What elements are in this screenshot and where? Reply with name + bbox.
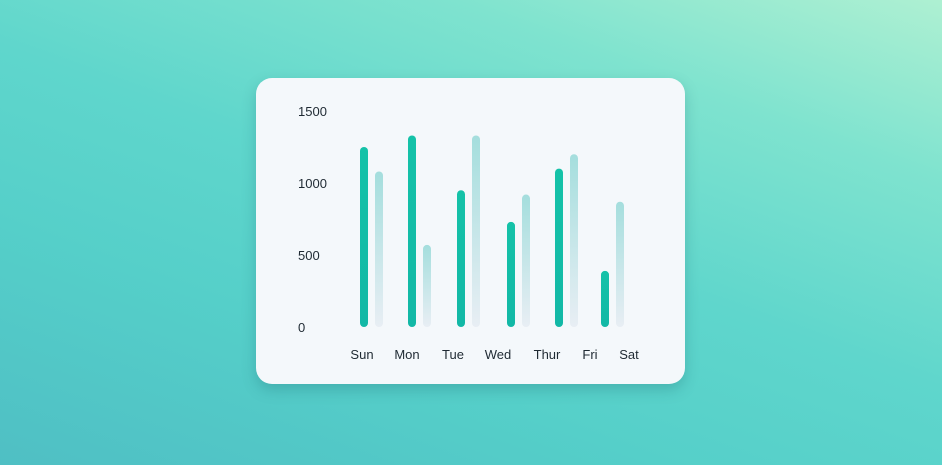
bar-chart: 0 500 1000 1500 Sun Mon Tue Wed Thur Fri Sat bbox=[298, 104, 639, 362]
bar-primary-mon bbox=[408, 135, 416, 327]
x-tick-label-sat: Sat bbox=[619, 347, 639, 362]
bar-secondary-tue bbox=[472, 135, 480, 327]
bar-primary-thur bbox=[555, 168, 563, 327]
x-tick-label-thur: Thur bbox=[534, 347, 561, 362]
y-tick-label: 1500 bbox=[298, 104, 327, 119]
x-tick-label-sun: Sun bbox=[350, 347, 373, 362]
bar-primary-tue bbox=[457, 190, 465, 327]
x-axis: Sun Mon Tue Wed Thur Fri Sat bbox=[350, 347, 639, 362]
x-tick-label-wed: Wed bbox=[485, 347, 512, 362]
bar-secondary-sun bbox=[375, 171, 383, 327]
x-tick-label-mon: Mon bbox=[394, 347, 419, 362]
bar-secondary-thur bbox=[570, 154, 578, 327]
bars bbox=[360, 135, 624, 327]
x-tick-label-fri: Fri bbox=[582, 347, 597, 362]
y-tick-label: 0 bbox=[298, 320, 305, 335]
y-tick-label: 500 bbox=[298, 248, 320, 263]
bar-primary-wed bbox=[507, 221, 515, 327]
bar-secondary-wed bbox=[522, 194, 530, 327]
chart-card: 0 500 1000 1500 Sun Mon Tue Wed Thur Fri Sat bbox=[256, 78, 685, 384]
bar-secondary-sat bbox=[616, 201, 624, 327]
bar-primary-sun bbox=[360, 147, 368, 327]
x-tick-label-tue: Tue bbox=[442, 347, 464, 362]
y-axis: 0 500 1000 1500 bbox=[298, 104, 327, 335]
bar-primary-fri bbox=[601, 270, 609, 327]
bar-secondary-mon bbox=[423, 244, 431, 327]
y-tick-label: 1000 bbox=[298, 176, 327, 191]
